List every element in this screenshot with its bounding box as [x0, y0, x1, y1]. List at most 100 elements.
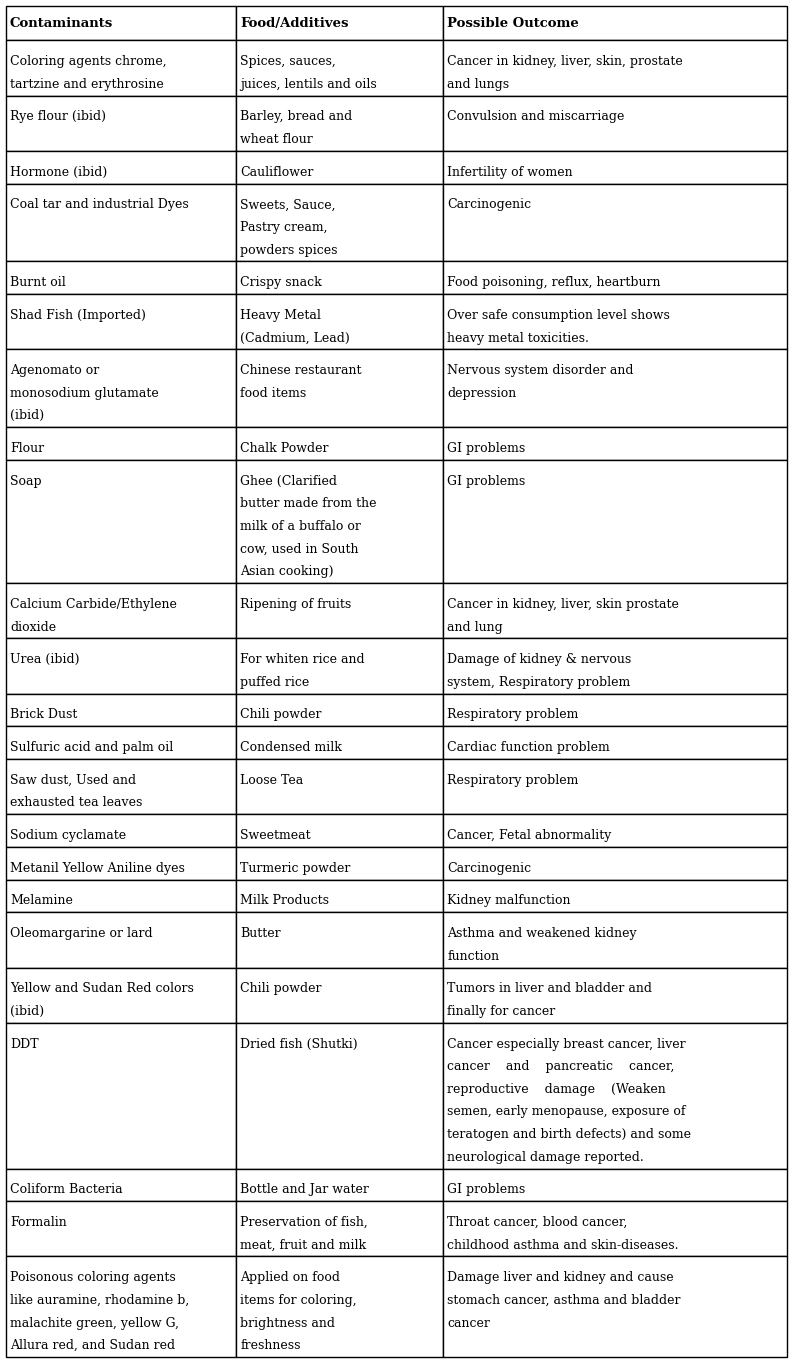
- Text: system, Respiratory problem: system, Respiratory problem: [447, 676, 630, 688]
- Text: Cancer especially breast cancer, liver: Cancer especially breast cancer, liver: [447, 1037, 686, 1051]
- Text: Allura red, and Sudan red: Allura red, and Sudan red: [10, 1338, 175, 1352]
- Text: Condensed milk: Condensed milk: [240, 741, 343, 754]
- Text: GI problems: GI problems: [447, 474, 526, 488]
- Bar: [443, 583, 787, 638]
- Text: Kidney malfunction: Kidney malfunction: [447, 894, 571, 908]
- Text: Respiratory problem: Respiratory problem: [447, 709, 579, 721]
- Bar: [236, 294, 443, 349]
- Bar: [443, 459, 787, 583]
- Text: Asthma and weakened kidney: Asthma and weakened kidney: [447, 927, 637, 940]
- Text: puffed rice: puffed rice: [240, 676, 309, 688]
- Bar: [443, 726, 787, 759]
- Text: neurological damage reported.: neurological damage reported.: [447, 1150, 644, 1164]
- Text: stomach cancer, asthma and bladder: stomach cancer, asthma and bladder: [447, 1293, 681, 1307]
- Bar: [443, 294, 787, 349]
- Bar: [236, 95, 443, 151]
- Bar: [236, 1201, 443, 1257]
- Text: Loose Tea: Loose Tea: [240, 774, 304, 786]
- Text: Sweetmeat: Sweetmeat: [240, 829, 311, 842]
- Text: Hormone (ibid): Hormone (ibid): [10, 166, 107, 179]
- Text: Carcinogenic: Carcinogenic: [447, 861, 531, 875]
- Bar: [6, 968, 236, 1022]
- Text: childhood asthma and skin-diseases.: childhood asthma and skin-diseases.: [447, 1239, 679, 1251]
- Text: Poisonous coloring agents: Poisonous coloring agents: [10, 1272, 176, 1284]
- Text: Shad Fish (Imported): Shad Fish (Imported): [10, 309, 146, 322]
- Text: Asian cooking): Asian cooking): [240, 566, 334, 578]
- Bar: [236, 459, 443, 583]
- Text: food items: food items: [240, 387, 307, 399]
- Text: (ibid): (ibid): [10, 409, 44, 423]
- Text: Cardiac function problem: Cardiac function problem: [447, 741, 610, 754]
- Text: wheat flour: wheat flour: [240, 134, 313, 146]
- Bar: [443, 427, 787, 459]
- Bar: [236, 1022, 443, 1168]
- Bar: [6, 879, 236, 912]
- Text: Urea (ibid): Urea (ibid): [10, 653, 79, 667]
- Text: Damage of kidney & nervous: Damage of kidney & nervous: [447, 653, 631, 667]
- Text: cow, used in South: cow, used in South: [240, 542, 359, 556]
- Bar: [443, 968, 787, 1022]
- Text: juices, lentils and oils: juices, lentils and oils: [240, 78, 377, 91]
- Text: Coliform Bacteria: Coliform Bacteria: [10, 1183, 123, 1197]
- Bar: [6, 583, 236, 638]
- Bar: [236, 726, 443, 759]
- Bar: [6, 262, 236, 294]
- Text: function: function: [447, 950, 500, 962]
- Text: Ghee (Clarified: Ghee (Clarified: [240, 474, 337, 488]
- Text: tartzine and erythrosine: tartzine and erythrosine: [10, 78, 163, 91]
- Bar: [6, 5, 236, 41]
- Bar: [443, 1257, 787, 1358]
- Text: Cancer in kidney, liver, skin, prostate: Cancer in kidney, liver, skin, prostate: [447, 55, 683, 68]
- Text: Agenomato or: Agenomato or: [10, 364, 99, 378]
- Bar: [443, 262, 787, 294]
- Text: Chalk Powder: Chalk Powder: [240, 442, 329, 455]
- Text: and lungs: and lungs: [447, 78, 509, 91]
- Text: Possible Outcome: Possible Outcome: [447, 16, 579, 30]
- Bar: [6, 1022, 236, 1168]
- Text: DDT: DDT: [10, 1037, 39, 1051]
- Bar: [236, 184, 443, 262]
- Bar: [6, 95, 236, 151]
- Text: Formalin: Formalin: [10, 1216, 67, 1229]
- Text: Oleomargarine or lard: Oleomargarine or lard: [10, 927, 152, 940]
- Bar: [6, 1257, 236, 1358]
- Text: dioxide: dioxide: [10, 620, 56, 634]
- Text: cancer    and    pancreatic    cancer,: cancer and pancreatic cancer,: [447, 1060, 675, 1073]
- Text: Damage liver and kidney and cause: Damage liver and kidney and cause: [447, 1272, 674, 1284]
- Bar: [236, 41, 443, 95]
- Bar: [236, 879, 443, 912]
- Text: Pastry cream,: Pastry cream,: [240, 221, 328, 234]
- Bar: [236, 5, 443, 41]
- Text: Over safe consumption level shows: Over safe consumption level shows: [447, 309, 670, 322]
- Text: reproductive    damage    (Weaken: reproductive damage (Weaken: [447, 1082, 666, 1096]
- Bar: [443, 41, 787, 95]
- Bar: [236, 427, 443, 459]
- Text: Throat cancer, blood cancer,: Throat cancer, blood cancer,: [447, 1216, 628, 1229]
- Text: Cauliflower: Cauliflower: [240, 166, 314, 179]
- Text: Food/Additives: Food/Additives: [240, 16, 349, 30]
- Bar: [443, 1168, 787, 1201]
- Bar: [6, 846, 236, 879]
- Text: Spices, sauces,: Spices, sauces,: [240, 55, 336, 68]
- Text: Ripening of fruits: Ripening of fruits: [240, 598, 351, 611]
- Text: Barley, bread and: Barley, bread and: [240, 110, 353, 124]
- Text: Chili powder: Chili powder: [240, 983, 322, 995]
- Text: Tumors in liver and bladder and: Tumors in liver and bladder and: [447, 983, 653, 995]
- Text: Crispy snack: Crispy snack: [240, 277, 322, 289]
- Text: Saw dust, Used and: Saw dust, Used and: [10, 774, 136, 786]
- Text: GI problems: GI problems: [447, 442, 526, 455]
- Bar: [6, 814, 236, 846]
- Bar: [6, 726, 236, 759]
- Text: milk of a buffalo or: milk of a buffalo or: [240, 521, 362, 533]
- Bar: [443, 912, 787, 968]
- Bar: [443, 1022, 787, 1168]
- Text: Dried fish (Shutki): Dried fish (Shutki): [240, 1037, 358, 1051]
- Text: monosodium glutamate: monosodium glutamate: [10, 387, 159, 399]
- Text: cancer: cancer: [447, 1317, 490, 1329]
- Bar: [236, 694, 443, 726]
- Bar: [443, 846, 787, 879]
- Text: Cancer, Fetal abnormality: Cancer, Fetal abnormality: [447, 829, 611, 842]
- Bar: [6, 41, 236, 95]
- Bar: [6, 349, 236, 427]
- Text: Metanil Yellow Aniline dyes: Metanil Yellow Aniline dyes: [10, 861, 185, 875]
